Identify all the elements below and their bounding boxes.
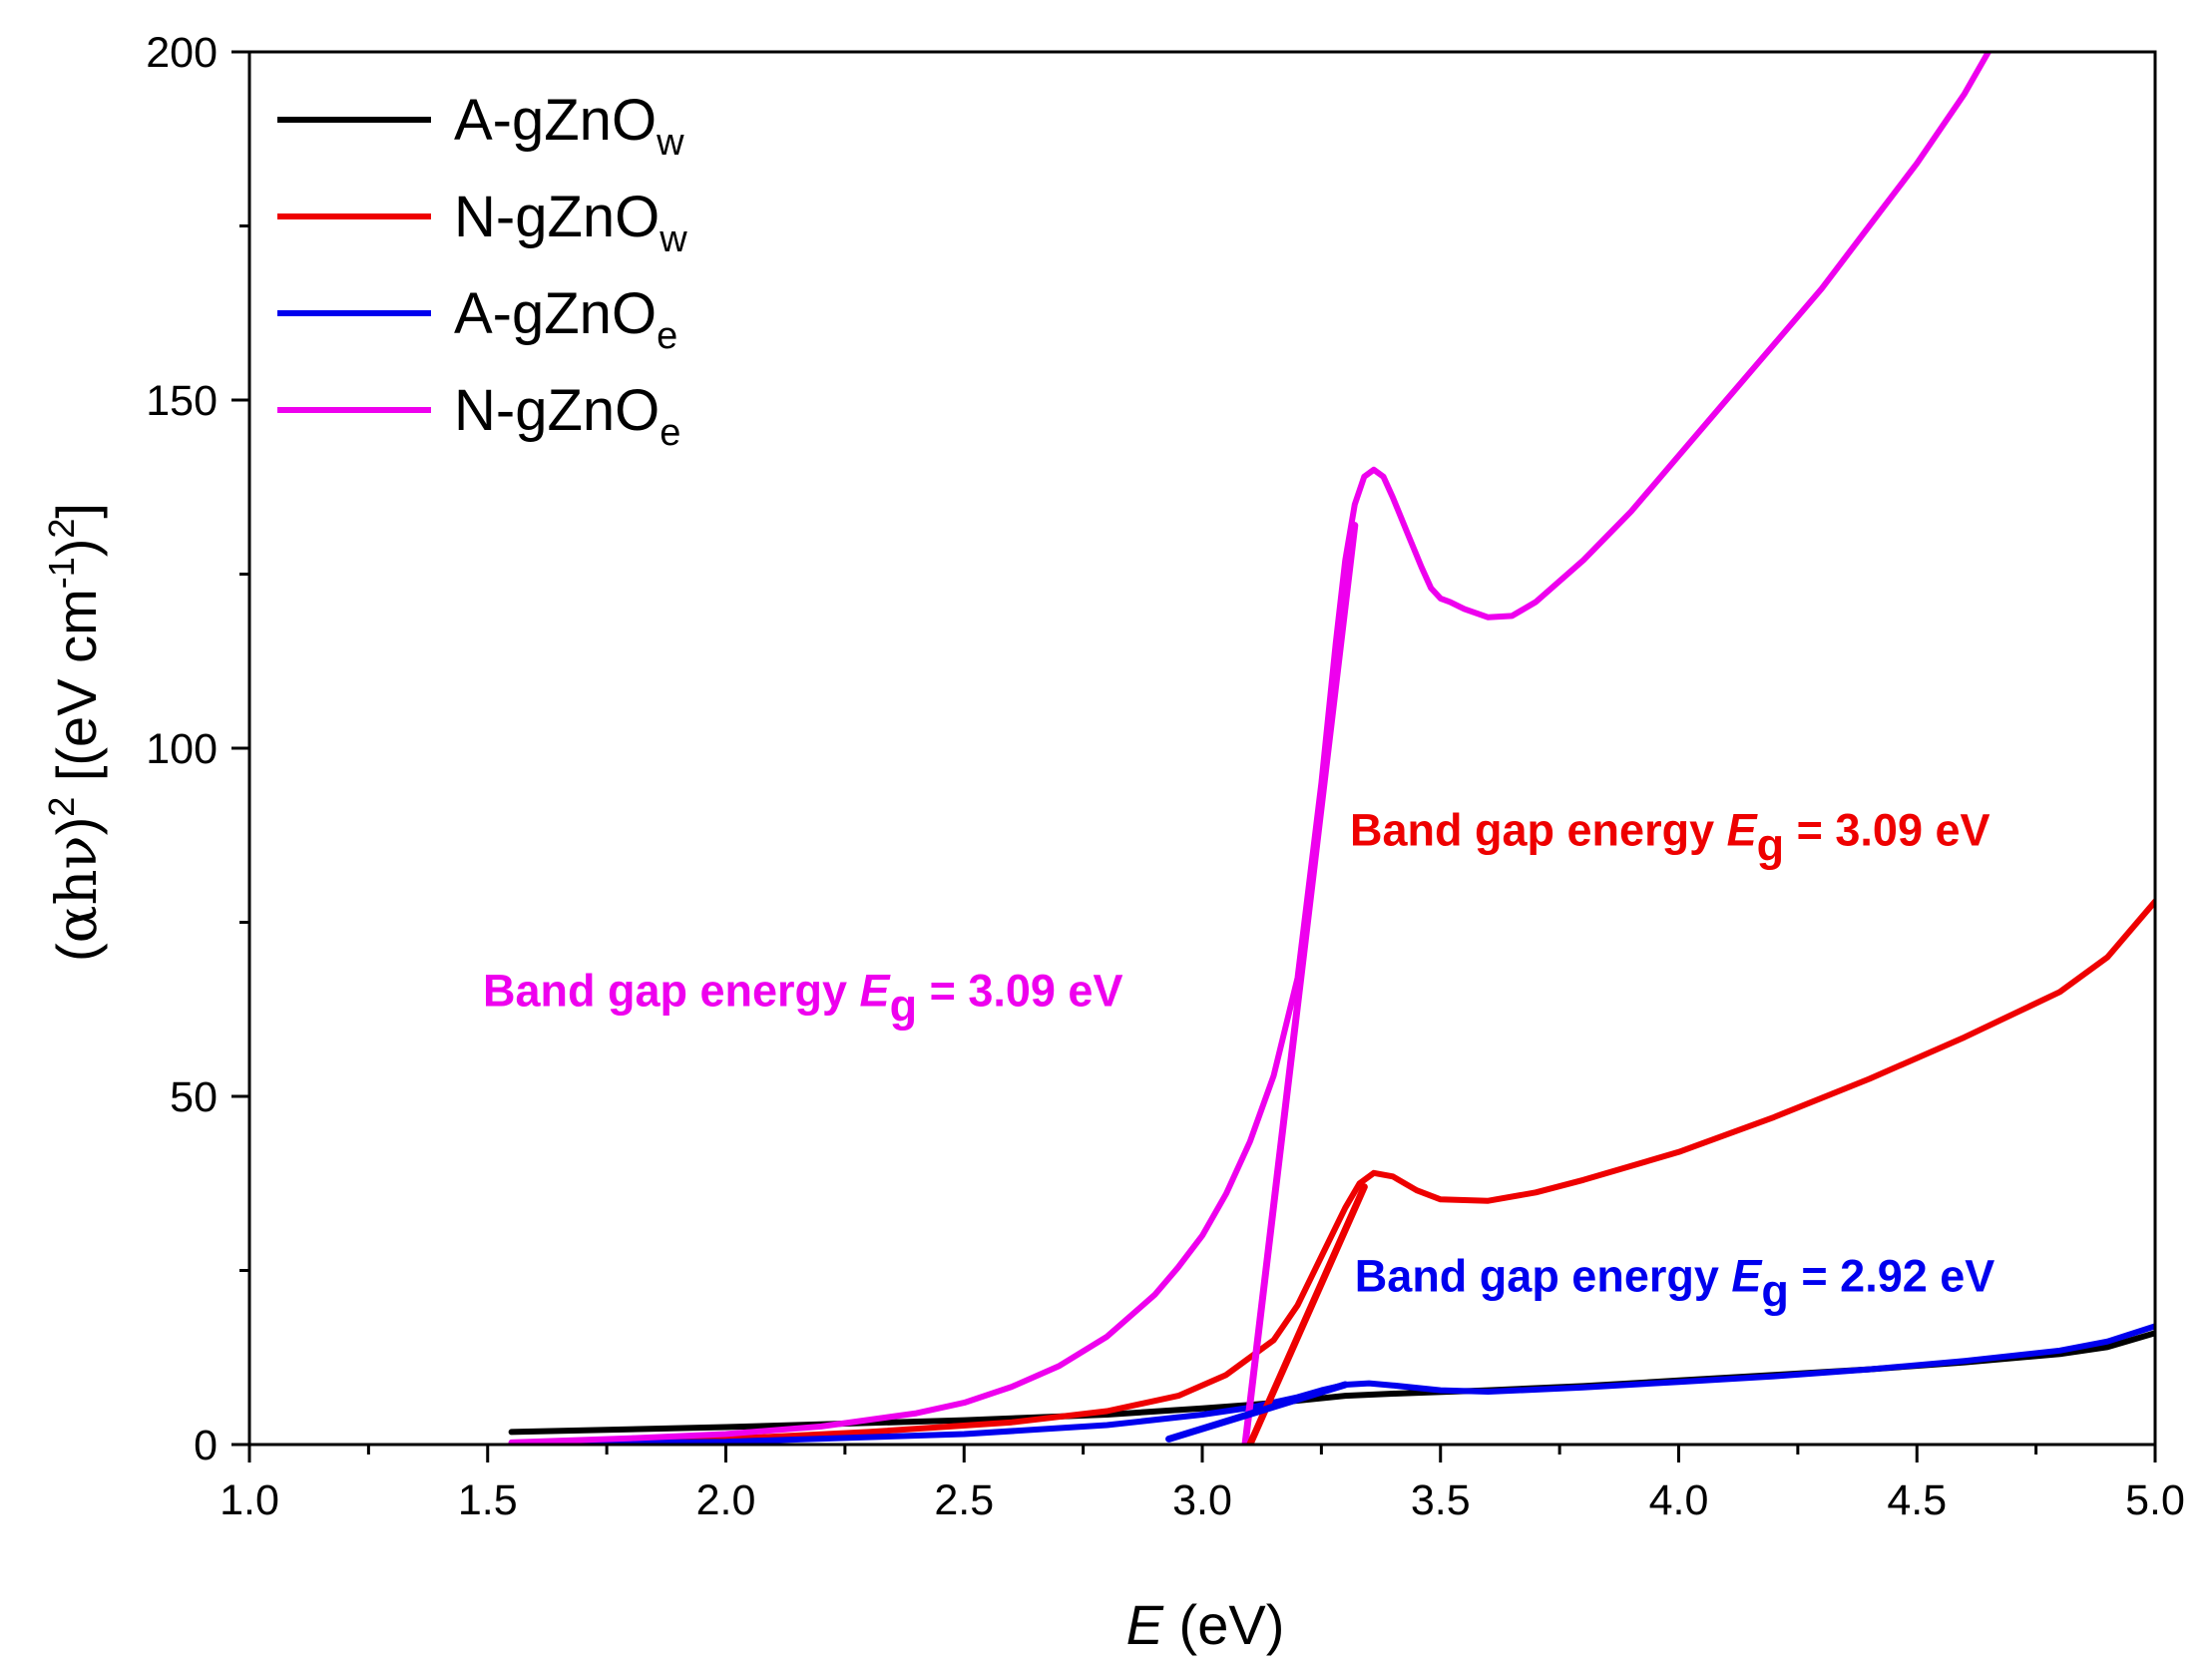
anno-blue-subscript: g xyxy=(1761,1265,1789,1316)
y-axis-title-sup2: -1 xyxy=(41,557,82,589)
y-tick-label: 0 xyxy=(194,1422,218,1469)
series-line-1 xyxy=(508,898,2155,1445)
legend-label-3: N-gZnOe xyxy=(454,378,680,454)
x-tick-label: 1.0 xyxy=(220,1476,279,1524)
anno-blue-value: = 2.92 eV xyxy=(1789,1250,1994,1301)
y-tick-label: 100 xyxy=(146,725,218,773)
x-tick-label: 5.0 xyxy=(2125,1476,2185,1524)
legend-label-base: A-gZnO xyxy=(454,88,657,153)
legend-label-subscript: w xyxy=(659,218,687,260)
anno-magenta-value: = 3.09 eV xyxy=(917,965,1122,1016)
x-axis-title-italic: E xyxy=(1126,1593,1164,1656)
y-tick-label: 200 xyxy=(146,29,218,77)
anno-magenta-subscript: g xyxy=(890,980,918,1031)
anno-red-subscript: g xyxy=(1757,820,1785,871)
anno-blue-symbol: E xyxy=(1731,1250,1763,1301)
fit-red xyxy=(1246,1183,1368,1445)
legend-label-base: N-gZnO xyxy=(454,378,660,443)
fit-lines xyxy=(1165,522,1368,1445)
y-axis-title-units2: ) xyxy=(45,539,108,558)
ticks: 1.0 1.5 2.0 2.5 3.0 3.5 4.0 4.5 5.0 0 50 100 150 200 xyxy=(146,29,2185,1524)
legend-label-base: N-gZnO xyxy=(454,185,660,249)
x-tick-label: 2.5 xyxy=(934,1476,994,1524)
anno-red-prefix: Band gap energy xyxy=(1350,805,1727,856)
fit-magenta xyxy=(1241,522,1359,1445)
anno-red-value: = 3.09 eV xyxy=(1784,805,1990,856)
anno-magenta-symbol: E xyxy=(860,965,892,1016)
legend-label-0: A-gZnOw xyxy=(454,88,684,164)
legend-label-subscript: e xyxy=(657,315,677,357)
anno-red: Band gap energy Eg = 3.09 eV xyxy=(1350,805,1991,871)
series-line-3 xyxy=(508,52,1991,1445)
y-axis-title-units: [(eV cm xyxy=(45,589,108,796)
legend-label-2: A-gZnOe xyxy=(454,281,677,357)
legend-label-1: N-gZnOw xyxy=(454,185,687,260)
y-axis-title-paren-open: ( xyxy=(45,943,108,962)
legend-label-subscript: w xyxy=(656,122,684,164)
x-tick-label: 4.0 xyxy=(1649,1476,1709,1524)
legend-label-base: A-gZnO xyxy=(454,281,657,346)
y-axis-title-paren-close: ) xyxy=(45,817,108,836)
fit-blue xyxy=(1165,1381,1349,1443)
anno-blue-prefix: Band gap energy xyxy=(1355,1250,1732,1301)
x-tick-label: 1.5 xyxy=(458,1476,518,1524)
y-axis-title: (αhν)2 [(eV cm-1)2] xyxy=(41,503,110,962)
anno-magenta-prefix: Band gap energy xyxy=(483,965,860,1016)
anno-blue: Band gap energy Eg = 2.92 eV xyxy=(1355,1250,1995,1316)
x-tick-label: 4.5 xyxy=(1887,1476,1947,1524)
series-line-2 xyxy=(508,1323,2155,1445)
y-axis-title-greek: αhν xyxy=(45,835,110,943)
y-axis-title-sup3: 2 xyxy=(41,519,82,539)
x-tick-label: 3.5 xyxy=(1411,1476,1471,1524)
legend-label-subscript: e xyxy=(660,412,680,454)
y-axis-title-sup1: 2 xyxy=(41,797,82,817)
anno-magenta: Band gap energy Eg = 3.09 eV xyxy=(483,965,1123,1031)
y-tick-label: 150 xyxy=(146,377,218,425)
x-axis-title-rest: (eV) xyxy=(1163,1593,1284,1656)
anno-red-symbol: E xyxy=(1727,805,1759,856)
x-tick-label: 2.0 xyxy=(696,1476,756,1524)
y-tick-label: 50 xyxy=(170,1073,218,1121)
y-axis-title-end: ] xyxy=(45,503,108,519)
x-axis-title: E (eV) xyxy=(1126,1593,1285,1656)
x-tick-label: 3.0 xyxy=(1172,1476,1232,1524)
series-layer xyxy=(508,52,2155,1445)
